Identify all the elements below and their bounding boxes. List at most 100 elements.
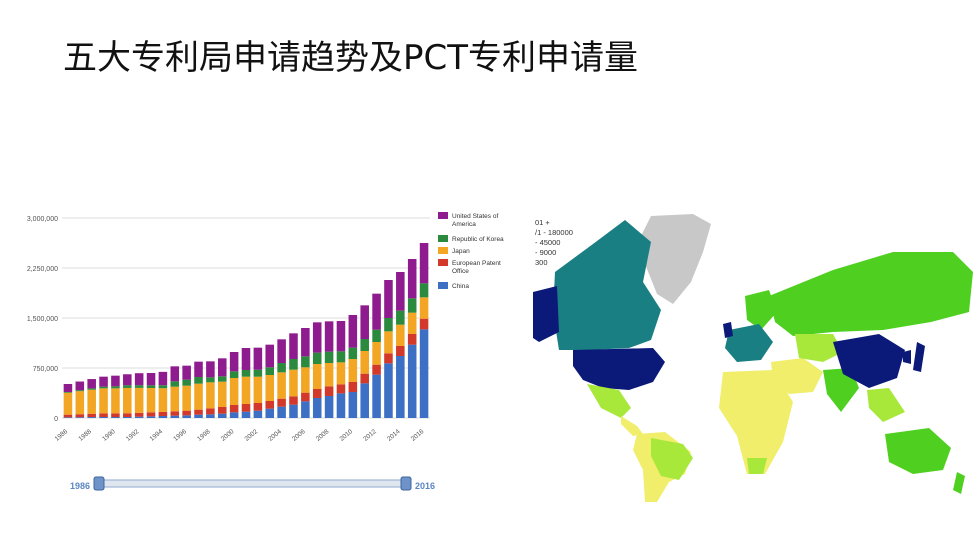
bar-japan (336, 362, 346, 385)
map-region-uk (723, 322, 733, 338)
y-tick-label: 750,000 (33, 366, 58, 373)
bar-china (407, 344, 417, 418)
legend-swatch (438, 235, 448, 242)
bar-european-patent-office (111, 413, 120, 417)
map-region-canada (553, 220, 661, 350)
bar-japan (324, 363, 334, 387)
bar-japan (289, 369, 298, 397)
bar-european-patent-office (158, 411, 168, 416)
range-slider-track[interactable] (99, 479, 407, 488)
map-region-brazil (651, 438, 693, 480)
map-region-central-america (621, 416, 643, 436)
bar-united-states-of-america (253, 347, 263, 370)
bar-japan (158, 388, 168, 412)
x-tick-label: 2002 (244, 428, 260, 443)
bar-china (277, 406, 286, 418)
bar-china (360, 383, 369, 418)
bar-japan (360, 351, 369, 374)
bar-european-patent-office (63, 414, 73, 418)
legend-label: Japan (452, 248, 470, 255)
x-tick-label: 2006 (291, 428, 307, 443)
bar-japan (372, 342, 381, 365)
bar-united-states-of-america (336, 321, 346, 352)
bar-united-states-of-america (372, 293, 381, 330)
stacked-bar-chart: 0 750,000 1,500,000 2,250,000 3,000,000 1986… (27, 212, 504, 491)
map-region-mexico (587, 384, 631, 418)
bar-republic-of-korea (372, 329, 381, 342)
bar-republic-of-korea (348, 347, 358, 359)
bar-japan (217, 381, 227, 407)
bar-japan (241, 376, 251, 404)
x-tick-label: 2010 (339, 428, 355, 443)
bar-republic-of-korea (63, 392, 73, 393)
legend-label: European Patent Office (452, 260, 501, 275)
range-slider-start-handle[interactable] (93, 476, 105, 491)
bar-united-states-of-america (229, 352, 239, 372)
map-legend-line: - 9000 (535, 248, 557, 257)
map-region-southeast-asia (867, 388, 905, 422)
legend-label: United States of America (452, 213, 498, 228)
bar-republic-of-korea (194, 377, 203, 384)
bar-republic-of-korea (123, 385, 132, 388)
bar-republic-of-korea (324, 351, 334, 363)
bar-united-states-of-america (182, 365, 191, 380)
x-tick-label: 1986 (54, 428, 70, 443)
map-region-australia (885, 428, 951, 474)
x-tick-label: 1994 (149, 428, 165, 443)
year-range-slider[interactable]: 1986 2016 (70, 476, 435, 491)
patent-trend-chart: 0 750,000 1,500,000 2,250,000 3,000,000 1986… (18, 202, 536, 500)
bar-japan (206, 382, 215, 409)
bar-united-states-of-america (407, 259, 417, 299)
bar-china (63, 417, 73, 418)
bar-china (99, 417, 108, 418)
bar-republic-of-korea (289, 359, 298, 370)
bar-republic-of-korea (396, 310, 405, 325)
bar-european-patent-office (384, 353, 393, 364)
bar-european-patent-office (396, 346, 405, 356)
bar-republic-of-korea (158, 385, 168, 389)
x-tick-label: 1990 (101, 428, 117, 443)
map-region-china (833, 334, 905, 388)
bar-republic-of-korea (217, 376, 227, 382)
bar-european-patent-office (336, 384, 346, 394)
bar-european-patent-office (182, 410, 191, 416)
bar-japan (396, 324, 405, 346)
bar-china (182, 415, 191, 418)
bar-united-states-of-america (324, 321, 334, 352)
bar-china (206, 414, 215, 418)
chart-bars (63, 243, 429, 418)
bar-japan (301, 367, 310, 393)
bar-japan (384, 331, 393, 354)
map-region-africa (719, 370, 793, 474)
bar-european-patent-office (372, 364, 381, 375)
bar-china (419, 329, 429, 418)
map-region-south-africa (747, 458, 767, 474)
bar-european-patent-office (253, 403, 263, 411)
bar-china (87, 417, 96, 418)
bar-european-patent-office (289, 396, 298, 405)
map-region-japan (913, 342, 925, 372)
bar-united-states-of-america (419, 243, 429, 284)
slide-title: 五大专利局申请趋势及PCT专利申请量 (63, 38, 639, 78)
bar-china (348, 392, 358, 418)
bar-republic-of-korea (87, 388, 96, 390)
bar-european-patent-office (348, 382, 358, 392)
bar-republic-of-korea (241, 370, 251, 377)
bar-united-states-of-america (360, 305, 369, 339)
x-tick-label: 2014 (386, 428, 402, 443)
bar-republic-of-korea (301, 356, 310, 368)
bar-republic-of-korea (146, 385, 156, 388)
bar-united-states-of-america (111, 375, 120, 387)
x-tick-label: 1998 (196, 428, 212, 443)
bar-japan (111, 388, 120, 414)
bar-united-states-of-america (170, 366, 180, 382)
bar-united-states-of-america (348, 315, 358, 348)
legend-label: China (452, 283, 469, 290)
bar-japan (87, 389, 96, 414)
range-slider-end-handle[interactable] (400, 476, 412, 491)
chart-legend: United States of America Republic of Korea… (438, 212, 504, 290)
bar-china (194, 414, 203, 418)
bar-china (301, 401, 310, 418)
bar-japan (63, 392, 73, 415)
map-region-greenland (641, 214, 711, 304)
